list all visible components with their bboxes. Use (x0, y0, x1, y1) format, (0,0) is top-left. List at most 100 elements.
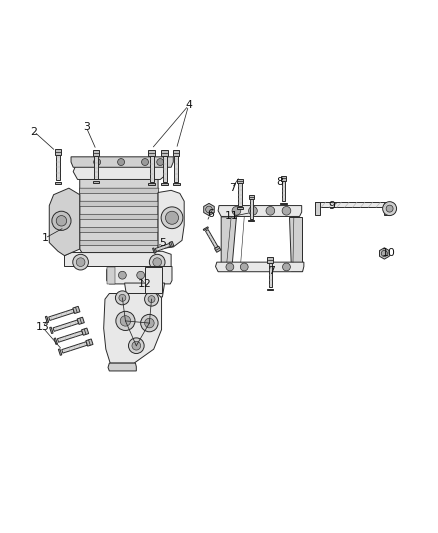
Polygon shape (62, 342, 87, 353)
Circle shape (141, 314, 158, 332)
Polygon shape (250, 199, 253, 219)
Text: 7: 7 (268, 266, 275, 276)
Polygon shape (49, 309, 74, 320)
Polygon shape (93, 150, 99, 156)
Polygon shape (237, 179, 243, 183)
Polygon shape (289, 217, 302, 271)
Circle shape (205, 206, 212, 213)
Circle shape (154, 271, 162, 279)
Polygon shape (49, 188, 80, 256)
Polygon shape (55, 182, 61, 184)
Circle shape (119, 294, 126, 301)
Polygon shape (267, 288, 273, 290)
Polygon shape (282, 181, 285, 201)
Text: 9: 9 (329, 200, 336, 211)
Circle shape (283, 263, 290, 271)
Polygon shape (73, 306, 80, 313)
Polygon shape (248, 220, 254, 222)
Polygon shape (64, 251, 171, 266)
Polygon shape (107, 266, 115, 284)
Polygon shape (268, 257, 273, 263)
Polygon shape (108, 363, 136, 371)
Polygon shape (80, 240, 159, 246)
Circle shape (240, 263, 248, 271)
Polygon shape (280, 203, 286, 204)
Circle shape (232, 206, 241, 215)
Circle shape (266, 206, 275, 215)
Polygon shape (281, 176, 286, 181)
Polygon shape (73, 166, 167, 180)
Polygon shape (237, 207, 243, 209)
Polygon shape (49, 327, 53, 334)
Circle shape (381, 251, 388, 256)
Circle shape (116, 311, 135, 330)
Polygon shape (174, 156, 178, 182)
Polygon shape (145, 266, 162, 293)
Text: 12: 12 (138, 279, 152, 289)
Polygon shape (124, 283, 165, 297)
Polygon shape (58, 349, 62, 356)
Polygon shape (173, 183, 180, 185)
Polygon shape (55, 149, 61, 155)
Text: 1: 1 (42, 233, 48, 243)
Polygon shape (215, 246, 221, 252)
Polygon shape (152, 248, 155, 253)
Circle shape (148, 296, 155, 303)
Text: 3: 3 (83, 122, 90, 132)
Circle shape (137, 271, 145, 279)
Polygon shape (203, 227, 208, 231)
Polygon shape (205, 230, 218, 248)
Polygon shape (80, 188, 159, 193)
Circle shape (116, 291, 129, 305)
Polygon shape (53, 320, 78, 332)
Circle shape (161, 207, 183, 229)
Polygon shape (56, 155, 60, 180)
Circle shape (166, 211, 179, 224)
Text: 13: 13 (36, 322, 49, 333)
Circle shape (383, 201, 396, 215)
Text: 2: 2 (31, 126, 38, 136)
Circle shape (386, 205, 393, 212)
Polygon shape (148, 150, 155, 156)
Text: 5: 5 (159, 238, 166, 247)
Circle shape (73, 254, 88, 270)
Polygon shape (173, 150, 180, 156)
Polygon shape (104, 294, 162, 363)
Circle shape (282, 206, 291, 215)
Polygon shape (162, 156, 166, 182)
Circle shape (145, 292, 159, 306)
Polygon shape (158, 190, 184, 249)
Circle shape (226, 263, 234, 271)
Circle shape (249, 206, 257, 215)
Circle shape (132, 341, 141, 350)
Polygon shape (149, 156, 154, 182)
Polygon shape (86, 339, 93, 346)
Polygon shape (80, 228, 159, 232)
Polygon shape (71, 157, 173, 167)
Circle shape (56, 215, 67, 226)
Polygon shape (315, 202, 320, 215)
Circle shape (118, 271, 126, 279)
Polygon shape (162, 150, 168, 156)
Polygon shape (218, 206, 302, 216)
Circle shape (120, 316, 131, 326)
Circle shape (141, 158, 148, 166)
Text: 6: 6 (207, 209, 214, 219)
Circle shape (128, 338, 144, 353)
Text: 4: 4 (185, 100, 192, 110)
Polygon shape (45, 316, 49, 322)
Polygon shape (155, 244, 170, 252)
Polygon shape (169, 241, 174, 247)
Polygon shape (107, 266, 172, 284)
Polygon shape (161, 183, 168, 185)
Circle shape (76, 258, 85, 266)
Text: 8: 8 (276, 176, 283, 187)
Polygon shape (379, 248, 389, 259)
Text: 7: 7 (229, 183, 236, 193)
Circle shape (153, 258, 162, 266)
Polygon shape (80, 176, 158, 253)
Circle shape (145, 318, 154, 328)
Polygon shape (268, 263, 272, 287)
Text: 11: 11 (225, 212, 239, 221)
Polygon shape (93, 181, 99, 183)
